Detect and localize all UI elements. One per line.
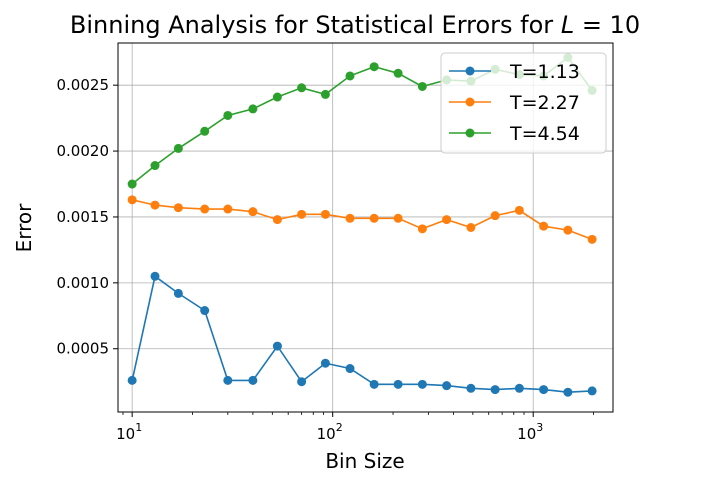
data-point bbox=[320, 358, 330, 368]
data-point bbox=[587, 234, 597, 244]
y-tick-label: 0.0015 bbox=[57, 208, 110, 226]
data-point bbox=[417, 81, 427, 91]
data-point bbox=[539, 221, 549, 231]
series-1 bbox=[127, 195, 597, 244]
legend-marker bbox=[465, 66, 475, 76]
data-point bbox=[127, 375, 137, 385]
legend-marker bbox=[465, 128, 475, 138]
x-axis-ticks: 101 102 103 bbox=[116, 412, 543, 443]
data-point bbox=[173, 203, 183, 213]
data-point bbox=[393, 68, 403, 78]
data-point bbox=[369, 62, 379, 72]
data-point bbox=[297, 209, 307, 219]
data-point bbox=[442, 215, 452, 225]
data-point bbox=[200, 306, 210, 316]
data-point bbox=[223, 375, 233, 385]
data-point bbox=[248, 375, 258, 385]
data-point bbox=[248, 104, 258, 114]
data-point bbox=[200, 126, 210, 136]
legend-label: T=4.54 bbox=[509, 123, 580, 145]
data-point bbox=[587, 386, 597, 396]
data-point bbox=[393, 379, 403, 389]
data-point bbox=[248, 207, 258, 217]
data-point bbox=[223, 204, 233, 214]
data-point bbox=[345, 71, 355, 81]
data-point bbox=[466, 223, 476, 232]
data-point bbox=[514, 383, 524, 393]
y-tick-label: 0.0025 bbox=[57, 76, 110, 94]
data-point bbox=[127, 195, 137, 205]
y-axis-label: Error bbox=[12, 203, 36, 253]
chart-title: Binning Analysis for Statistical Errors … bbox=[70, 11, 640, 39]
data-point bbox=[490, 385, 500, 395]
data-point bbox=[200, 204, 210, 214]
y-tick-label: 0.0005 bbox=[57, 340, 110, 358]
y-tick-label: 0.0010 bbox=[57, 274, 110, 292]
data-point bbox=[173, 288, 183, 298]
data-point bbox=[393, 213, 403, 223]
legend-label: T=1.13 bbox=[509, 61, 580, 83]
data-point bbox=[563, 387, 573, 397]
data-point bbox=[539, 385, 549, 395]
data-point bbox=[490, 211, 500, 221]
legend-marker bbox=[465, 97, 475, 107]
data-point bbox=[369, 213, 379, 223]
legend-label: T=2.27 bbox=[509, 92, 580, 114]
data-point bbox=[150, 271, 160, 281]
x-axis-label: Bin Size bbox=[325, 449, 404, 473]
x-tick-label: 102 bbox=[317, 421, 343, 443]
data-point bbox=[345, 213, 355, 223]
legend: T=1.13 T=2.27 T=4.54 bbox=[440, 52, 607, 154]
data-point bbox=[442, 381, 452, 391]
data-point bbox=[150, 200, 160, 210]
x-tick-label: 103 bbox=[517, 421, 543, 443]
data-point bbox=[297, 377, 307, 387]
data-point bbox=[514, 205, 524, 215]
data-point bbox=[417, 379, 427, 389]
data-point bbox=[173, 143, 183, 153]
data-point bbox=[320, 209, 330, 219]
data-point bbox=[320, 89, 330, 99]
plot-frame bbox=[117, 42, 614, 413]
data-point bbox=[369, 379, 379, 389]
data-point bbox=[272, 341, 282, 351]
data-point bbox=[223, 110, 233, 120]
data-point bbox=[272, 215, 282, 225]
data-point bbox=[345, 364, 355, 374]
series-0 bbox=[127, 271, 597, 397]
data-point bbox=[150, 161, 160, 171]
data-point bbox=[563, 225, 573, 235]
data-point bbox=[466, 383, 476, 393]
y-tick-label: 0.0020 bbox=[57, 142, 110, 160]
data-point bbox=[272, 92, 282, 102]
data-point bbox=[417, 224, 427, 234]
legend-frame bbox=[440, 52, 607, 154]
y-axis-ticks: 0.0005 0.0010 0.0015 0.0020 0.0025 bbox=[57, 76, 118, 358]
x-tick-label: 101 bbox=[116, 421, 142, 443]
data-point bbox=[127, 179, 137, 189]
data-point bbox=[297, 83, 307, 93]
